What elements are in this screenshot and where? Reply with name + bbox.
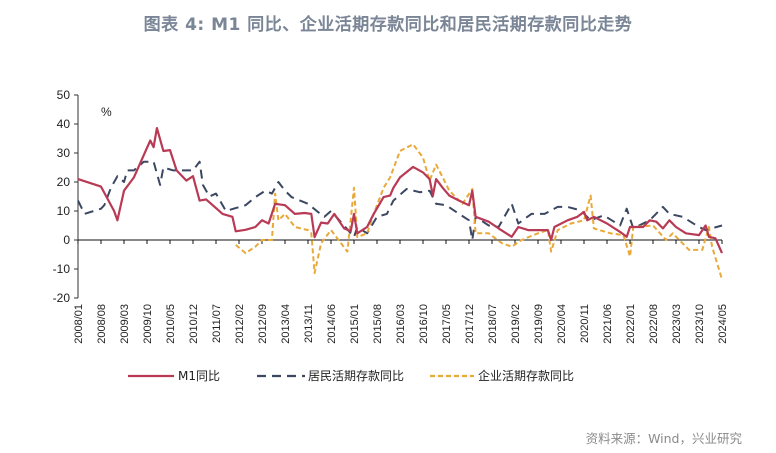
x-tick-label: 2008/08 [96,304,108,344]
x-tick-label: 2019/02 [510,304,522,344]
legend-label-2: 企业活期存款同比 [478,368,574,383]
x-tick-label: 2012/02 [234,304,246,344]
x-tick-label: 2010/12 [188,304,200,344]
y-tick-label: 50 [57,88,71,102]
y-tick-label: -20 [53,291,71,305]
x-tick-label: 2022/08 [648,304,660,344]
x-tick-label: 2024/05 [717,304,729,344]
legend-label-1: 居民活期存款同比 [308,369,404,383]
y-tick-label: 10 [57,204,71,218]
x-tick-label: 2020/11 [579,304,591,343]
x-tick-label: 2017/12 [464,304,476,344]
series-line-2 [235,143,723,280]
x-tick-label: 2015/08 [372,304,384,344]
x-tick-label: 2023/03 [671,304,683,344]
x-tick-label: 2018/07 [487,304,499,344]
x-tick-label: 2013/04 [280,304,292,344]
x-tick-label: 2008/01 [73,304,85,344]
source-note: 资料来源：Wind，兴业研究 [585,431,742,446]
x-tick-label: 2019/09 [533,304,545,344]
legend: M1同比 居民活期存款同比 企业活期存款同比 [128,368,574,383]
x-tick-label: 2009/10 [142,304,154,344]
y-tick-label: 40 [57,117,71,131]
legend-label-0: M1同比 [178,369,220,383]
x-tick-label: 2020/04 [556,304,568,344]
x-tick-label: 2021/06 [602,304,614,344]
y-tick-label: 0 [63,233,70,247]
x-tick-label: 2013/11 [303,304,315,343]
x-tick-label: 2023/10 [694,304,706,344]
y-tick-label: -10 [53,262,71,276]
series-lines [77,127,724,280]
chart-title: 图表 4: M1 同比、企业活期存款同比和居民活期存款同比走势 [143,15,633,35]
x-tick-label: 2015/01 [349,304,361,344]
x-tick-label: 2014/06 [326,304,338,344]
x-tick-label: 2012/09 [257,304,269,344]
x-tick-label: 2016/03 [395,304,407,344]
x-tick-label: 2010/05 [165,304,177,344]
x-tick-label: 2017/05 [441,304,453,344]
x-tick-label: 2016/10 [418,304,430,344]
series-line-1 [77,160,723,241]
series-line-0 [77,127,724,254]
y-tick-label: 20 [57,175,71,189]
y-axis-unit-label: % [101,105,112,119]
x-tick-label: 2022/01 [625,304,637,344]
x-tick-label: 2011/07 [211,304,223,343]
y-tick-label: 30 [57,146,71,160]
x-tick-label: 2009/03 [119,304,131,344]
